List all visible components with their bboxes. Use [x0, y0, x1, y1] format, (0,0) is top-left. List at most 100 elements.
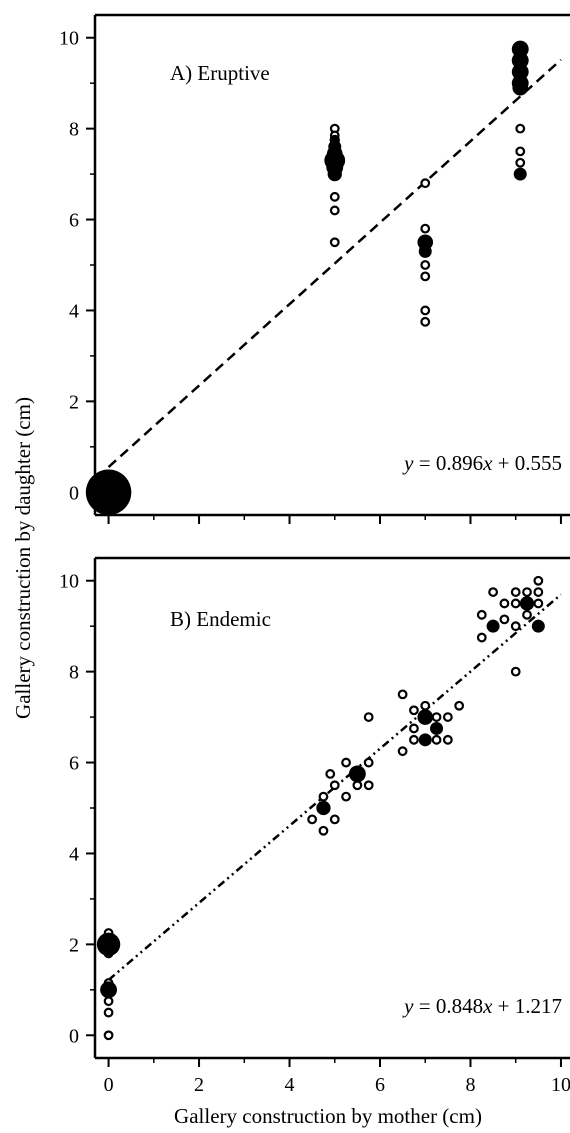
endemic-open-point	[341, 791, 351, 802]
endemic-open-point	[363, 712, 374, 722]
eruptive-y-tick-label: 10	[59, 28, 79, 50]
endemic-filled-point	[417, 709, 434, 725]
eruptive-y-tick-label: 2	[69, 391, 79, 413]
endemic-open-point	[454, 700, 465, 711]
endemic-y-tick-label: 10	[59, 571, 79, 593]
eruptive-filled-point	[329, 134, 340, 146]
endemic-x-tick-label: 4	[285, 1074, 295, 1096]
eruptive-equation-rest: + 0.555	[492, 451, 562, 475]
panel-eruptive: 0 2 4 6 8 10 A) Eruptive y = 0.896x + 0.555	[59, 13, 570, 524]
eruptive-open-point	[515, 157, 526, 168]
endemic-open-point	[103, 1007, 114, 1018]
endemic-open-point	[533, 575, 544, 586]
eruptive-open-point	[329, 191, 340, 202]
endemic-filled-point	[430, 721, 444, 735]
endemic-open-point	[397, 746, 408, 757]
endemic-open-point	[325, 769, 336, 779]
eruptive-y-tick-label: 8	[69, 119, 79, 141]
endemic-open-point	[510, 598, 521, 609]
eruptive-panel-label: A) Eruptive	[170, 61, 270, 85]
eruptive-open-point	[515, 146, 526, 157]
endemic-x-tick-label: 10	[551, 1074, 570, 1096]
endemic-open-point	[341, 757, 351, 768]
endemic-open-point	[409, 734, 419, 745]
endemic-equation-var: x	[482, 994, 493, 1018]
endemic-open-point	[103, 996, 114, 1007]
endemic-open-point	[318, 825, 329, 836]
eruptive-open-point	[329, 205, 340, 216]
endemic-open-point	[522, 609, 532, 620]
endemic-filled-point	[100, 981, 118, 999]
eruptive-filled-point	[513, 167, 527, 181]
endemic-open-point	[307, 814, 318, 825]
eruptive-regression-line	[107, 58, 562, 468]
endemic-panel-label: B) Endemic	[170, 607, 271, 631]
eruptive-open-point	[420, 178, 431, 189]
endemic-filled-point	[519, 596, 535, 611]
endemic-open-point	[499, 614, 510, 625]
endemic-open-point	[431, 712, 442, 722]
eruptive-y-tick-label: 4	[69, 300, 79, 322]
endemic-y-tick-label: 2	[69, 934, 79, 956]
endemic-open-point	[476, 609, 487, 620]
endemic-open-point	[420, 700, 431, 711]
endemic-open-point	[510, 666, 521, 677]
endemic-open-point	[533, 587, 544, 597]
endemic-open-point	[510, 587, 521, 597]
shared-y-axis-title: Gallery construction by daughter (cm)	[11, 397, 35, 719]
endemic-filled-point	[348, 765, 366, 783]
eruptive-equation-lhs: y	[402, 451, 414, 475]
endemic-open-point	[397, 689, 408, 700]
endemic-open-point	[409, 723, 419, 734]
eruptive-open-point	[420, 223, 431, 234]
endemic-y-tick-label: 6	[69, 753, 79, 775]
endemic-open-point	[409, 705, 419, 716]
endemic-open-point	[431, 734, 442, 745]
eruptive-equation-middle: = 0.896	[413, 451, 483, 475]
endemic-open-point	[318, 791, 329, 802]
endemic-y-tick-label: 0	[69, 1025, 79, 1047]
endemic-open-point	[533, 598, 544, 609]
endemic-open-point	[329, 780, 340, 791]
eruptive-open-point	[515, 123, 526, 134]
eruptive-open-point	[420, 271, 431, 282]
endemic-open-point	[510, 621, 521, 632]
endemic-filled-point	[531, 619, 545, 633]
eruptive-open-point	[420, 316, 431, 327]
endemic-open-point	[363, 757, 374, 768]
endemic-filled-point	[418, 733, 432, 747]
endemic-y-tick-label: 8	[69, 662, 79, 684]
endemic-open-point	[329, 814, 340, 825]
endemic-x-tick-label: 0	[104, 1074, 114, 1096]
endemic-open-point	[103, 1030, 114, 1041]
endemic-equation-middle: = 0.848	[413, 994, 483, 1018]
endemic-open-point	[488, 587, 498, 597]
eruptive-filled-point	[511, 40, 529, 58]
panel-endemic: 0 2 4 6 8 10 0 2 4 6 8 10 B) Endemic y = 0.848x + 1.2…	[59, 556, 570, 1096]
eruptive-open-point	[420, 305, 431, 316]
eruptive-y-tick-label: 6	[69, 210, 79, 232]
endemic-open-point	[352, 780, 363, 791]
eruptive-regression-equation: y = 0.896x + 0.555	[402, 451, 562, 475]
eruptive-open-point	[329, 237, 340, 248]
endemic-open-point	[476, 632, 487, 643]
endemic-open-point	[363, 780, 374, 791]
endemic-x-tick-label: 6	[375, 1074, 385, 1096]
endemic-open-point	[522, 587, 532, 597]
shared-x-axis-title: Gallery construction by mother (cm)	[174, 1104, 482, 1128]
eruptive-equation-var: x	[482, 451, 493, 475]
eruptive-y-tick-label: 0	[69, 482, 79, 504]
endemic-regression-equation: y = 0.848x + 1.217	[402, 994, 562, 1018]
endemic-equation-rest: + 1.217	[492, 994, 562, 1018]
endemic-x-tick-label: 8	[465, 1074, 475, 1096]
endemic-y-tick-label: 4	[69, 843, 79, 865]
endemic-filled-point	[486, 619, 500, 633]
endemic-open-point	[442, 712, 453, 722]
endemic-filled-point	[316, 800, 331, 816]
endemic-regression-line	[107, 593, 562, 981]
eruptive-filled-point	[417, 234, 434, 251]
endemic-open-point	[499, 598, 510, 609]
endemic-open-point	[442, 734, 453, 745]
endemic-x-tick-label: 2	[194, 1074, 204, 1096]
